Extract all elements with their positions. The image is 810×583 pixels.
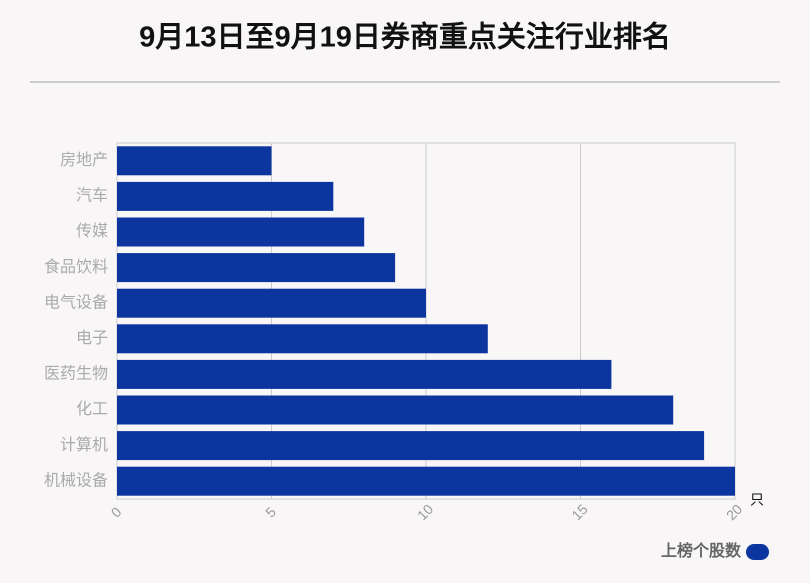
y-tick-label: 汽车	[76, 187, 108, 205]
x-axis-unit: 只	[750, 492, 764, 508]
bar	[117, 431, 705, 461]
legend-label: 上榜个股数	[661, 541, 742, 560]
y-tick-label: 传媒	[76, 222, 108, 240]
y-tick-label: 电气设备	[44, 293, 108, 311]
y-tick-label: 医药生物	[44, 365, 108, 383]
bar	[117, 288, 426, 318]
bar	[117, 217, 365, 247]
y-tick-label: 计算机	[60, 435, 108, 454]
bar	[117, 466, 735, 496]
bar	[117, 395, 674, 425]
bar	[117, 181, 334, 211]
y-tick-label: 食品饮料	[44, 258, 108, 276]
chart-title: 9月13日至9月19日券商重点关注行业排名	[139, 20, 671, 54]
y-tick-label: 机械设备	[44, 471, 108, 489]
legend-swatch	[746, 544, 769, 560]
bar	[117, 146, 272, 176]
y-tick-label: 房地产	[60, 151, 108, 169]
y-tick-label: 化工	[76, 400, 108, 418]
bar	[117, 359, 612, 389]
bar	[117, 253, 396, 283]
y-tick-label: 电子	[76, 329, 108, 347]
bar	[117, 324, 488, 354]
